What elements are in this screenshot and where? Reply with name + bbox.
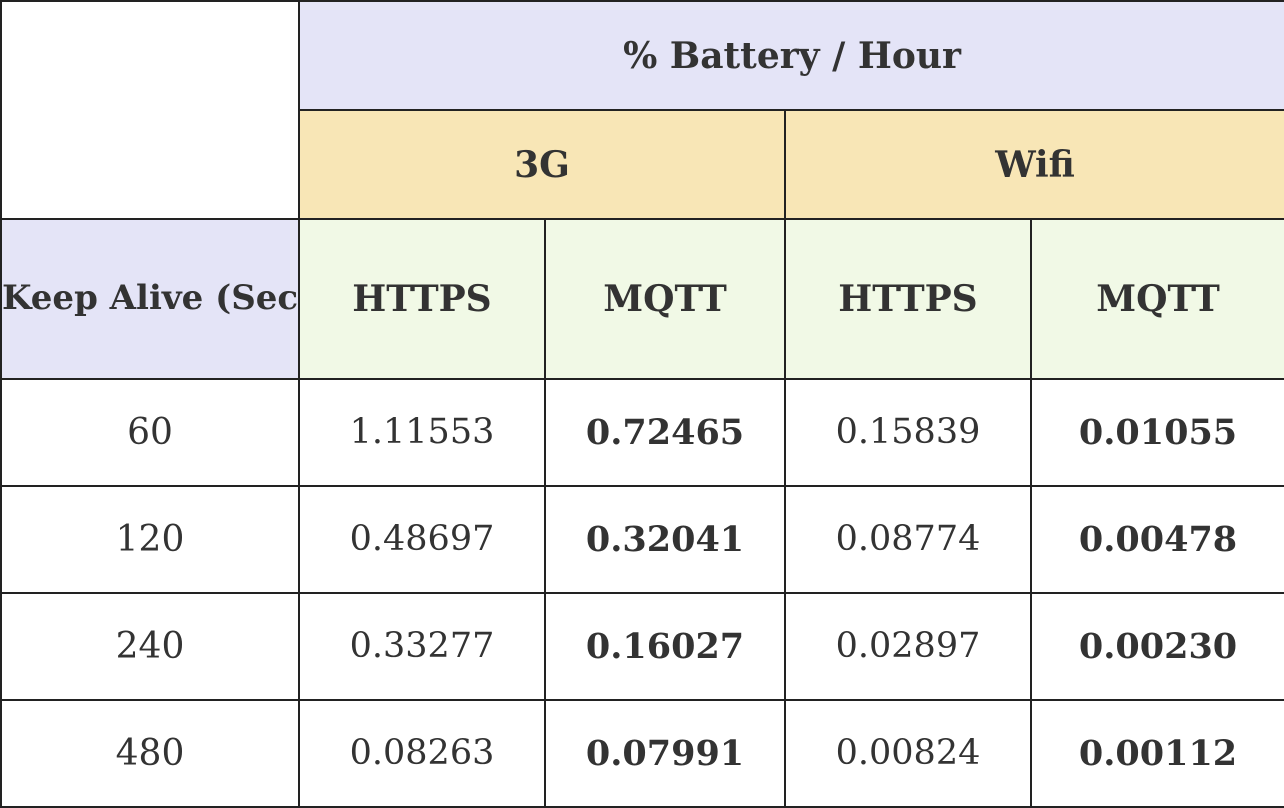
3g-mqtt-value: 0.72465 <box>544 377 786 487</box>
wifi-mqtt-value: 0.00478 <box>1029 484 1284 594</box>
keep-alive-value: 60 <box>0 377 300 487</box>
3g-mqtt-value: 0.07991 <box>544 698 786 808</box>
network-header-3g: 3G <box>298 109 786 221</box>
3g-mqtt-value: 0.16027 <box>544 591 786 701</box>
wifi-https-value: 0.00824 <box>784 698 1032 808</box>
3g-https-value: 0.33277 <box>298 591 546 701</box>
table-row: 60 1.11553 0.72465 0.15839 0.01055 <box>0 377 1284 487</box>
wifi-mqtt-value: 0.00230 <box>1029 591 1284 701</box>
header-row-main: % Battery / Hour <box>0 0 1284 221</box>
3g-https-value: 0.08263 <box>298 698 546 808</box>
keep-alive-header-text: Keep Alive (Seconds) <box>2 278 299 319</box>
3g-https-value: 1.11553 <box>298 377 546 487</box>
wifi-mqtt-value: 0.01055 <box>1029 377 1284 487</box>
empty-corner-cell <box>0 0 300 221</box>
protocol-header-3g-mqtt: MQTT <box>544 218 786 380</box>
3g-https-value: 0.48697 <box>298 484 546 594</box>
wifi-https-value: 0.08774 <box>784 484 1032 594</box>
battery-per-hour-header: % Battery / Hour <box>297 0 1284 112</box>
keep-alive-value: 480 <box>0 698 300 808</box>
header-row-protocol: Keep Alive (Seconds) HTTPS MQTT HTTPS MQ… <box>0 218 1284 380</box>
header-row-network: 3G Wifi <box>1 109 1284 221</box>
table-row: 240 0.33277 0.16027 0.02897 0.00230 <box>0 591 1284 701</box>
wifi-https-value: 0.15839 <box>784 377 1032 487</box>
3g-mqtt-value: 0.32041 <box>544 484 786 594</box>
protocol-header-3g-https: HTTPS <box>298 218 546 380</box>
table-row: 120 0.48697 0.32041 0.08774 0.00478 <box>0 484 1284 594</box>
protocol-header-wifi-mqtt: MQTT <box>1029 218 1284 380</box>
protocol-header-wifi-https: HTTPS <box>784 218 1032 380</box>
table-row: 480 0.08263 0.07991 0.00824 0.00112 <box>0 698 1284 808</box>
keep-alive-value: 120 <box>0 484 300 594</box>
wifi-mqtt-value: 0.00112 <box>1029 698 1284 808</box>
keep-alive-value: 240 <box>0 591 300 701</box>
network-header-wifi: Wifi <box>783 109 1284 221</box>
wifi-https-value: 0.02897 <box>784 591 1032 701</box>
keep-alive-header: Keep Alive (Seconds) <box>0 218 300 380</box>
